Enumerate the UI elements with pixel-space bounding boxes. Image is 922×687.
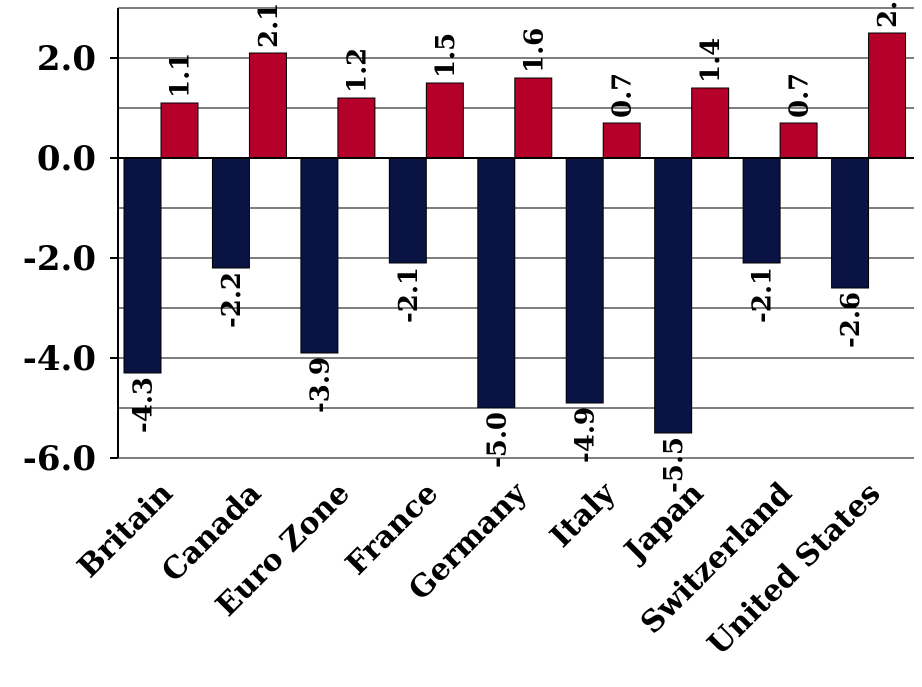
data-label: -2.1 [394,267,424,323]
data-label: -2.2 [217,272,247,328]
y-tick-label: -2.0 [23,239,96,279]
x-category-label: Italy [543,475,623,555]
bars [123,32,907,434]
bar [211,157,250,269]
data-label: -2.6 [836,292,866,348]
data-label: 1.1 [166,53,196,98]
data-label: 2.5 [873,0,903,28]
bar [654,157,693,434]
data-label: 1.6 [519,28,549,73]
data-label: -2.1 [748,267,778,323]
data-label: 1.5 [431,33,461,78]
bar [300,157,339,354]
bar [742,157,781,264]
bar [831,157,870,289]
y-tick-label: -4.0 [23,339,96,379]
bar [602,122,641,159]
bar [477,157,516,409]
data-label: -4.9 [571,407,601,463]
bar [691,87,730,159]
data-label: -4.3 [129,377,159,433]
bar [388,157,427,264]
data-label: 2.1 [254,3,284,48]
data-label: 1.2 [342,48,372,93]
data-label: -3.9 [305,357,335,413]
x-category-label: Switzerland [634,476,799,641]
bar [123,157,162,374]
bar [514,77,553,159]
y-tick-label: -6.0 [23,439,96,479]
data-label: 0.7 [608,73,638,118]
bar [425,82,464,159]
data-label: 1.4 [696,38,726,83]
data-label: -5.5 [659,437,689,493]
y-tick-labels: 2.0 0.0 -2.0 -4.0 -6.0 [23,39,96,479]
data-label: -5.0 [482,412,512,468]
bar [779,122,818,159]
data-label: 0.7 [785,73,815,118]
bar [160,102,199,159]
bar [337,97,376,159]
data-labels: -4.3 1.1 -2.2 2.1 -3.9 1.2 -2.1 1.5 -5.0 1.6 -4.9 0… [129,0,904,493]
bar [248,52,287,159]
bar [868,32,907,159]
axes [110,8,914,459]
bar [565,157,604,404]
y-tick-label: 0.0 [37,139,96,179]
y-tick-label: 2.0 [37,39,96,79]
